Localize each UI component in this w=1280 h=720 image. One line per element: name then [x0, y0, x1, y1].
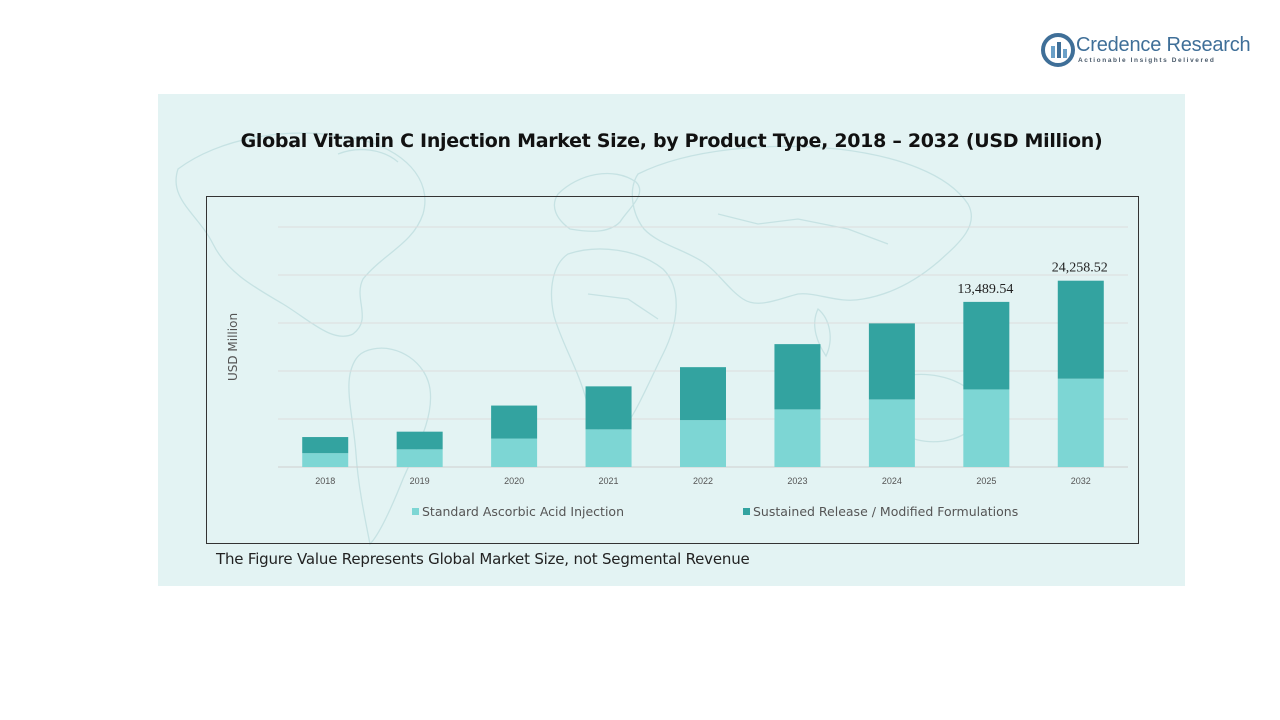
bar-standard-2024 — [868, 399, 915, 467]
bar-sustained-2024 — [868, 323, 915, 400]
bar-sustained-2018 — [302, 437, 349, 454]
legend-swatch-sustained — [743, 508, 750, 515]
x-tick-label: 2019 — [410, 476, 430, 486]
credence-logo-icon — [1041, 33, 1075, 67]
x-tick-label: 2032 — [1071, 476, 1091, 486]
bar-standard-2018 — [302, 453, 349, 467]
y-axis-label: USD Million — [226, 313, 240, 381]
bar-standard-2025 — [963, 389, 1010, 467]
bar-sustained-2023 — [774, 344, 821, 410]
x-tick-label: 2025 — [976, 476, 996, 486]
footnote: The Figure Value Represents Global Marke… — [216, 550, 750, 568]
bar-sustained-2019 — [396, 431, 443, 450]
x-tick-label: 2024 — [882, 476, 902, 486]
plot-area-frame: 2018 2019 2020 2021 2022 2023 2024 2025 2032 13,4… — [206, 196, 1139, 544]
chart-panel: Global Vitamin C Injection Market Size, … — [158, 94, 1185, 586]
legend-swatch-standard — [412, 508, 419, 515]
bar-standard-2021 — [585, 429, 632, 467]
credence-research-logo: Credence Research Actionable Insights De… — [1040, 32, 1260, 72]
bar-standard-2020 — [491, 438, 538, 467]
bar-sustained-2021 — [585, 386, 632, 430]
bar-standard-2032 — [1057, 378, 1104, 467]
logo-tagline: Actionable Insights Delivered — [1078, 57, 1216, 64]
x-tick-label: 2021 — [599, 476, 619, 486]
legend-label-standard: Standard Ascorbic Acid Injection — [422, 504, 624, 519]
x-tick-label: 2018 — [315, 476, 335, 486]
bar-standard-2023 — [774, 409, 821, 467]
data-label-2032: 24,258.52 — [1052, 261, 1108, 276]
x-tick-label: 2020 — [504, 476, 524, 486]
bar-standard-2019 — [396, 449, 443, 467]
bar-sustained-2022 — [680, 367, 726, 421]
bar-standard-2022 — [680, 420, 726, 467]
logo-company-name: Credence Research — [1076, 34, 1251, 56]
x-tick-label: 2023 — [787, 476, 807, 486]
bar-sustained-2032 — [1057, 280, 1104, 379]
legend-label-sustained: Sustained Release / Modified Formulation… — [753, 504, 1018, 519]
bar-sustained-2025 — [963, 301, 1010, 390]
chart-title: Global Vitamin C Injection Market Size, … — [240, 130, 1103, 152]
x-tick-label: 2022 — [693, 476, 713, 486]
chart-svg: 2018 2019 2020 2021 2022 2023 2024 2025 2032 13,4… — [226, 226, 1128, 519]
data-label-2025: 13,489.54 — [957, 282, 1013, 297]
bar-sustained-2020 — [491, 405, 538, 439]
